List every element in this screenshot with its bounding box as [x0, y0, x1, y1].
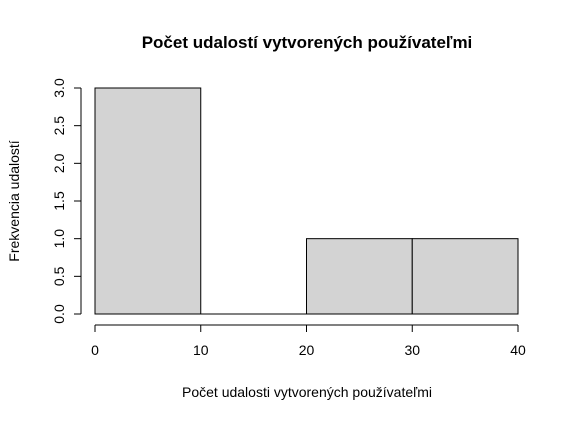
y-axis-label: Frekvencia udalostí	[6, 140, 22, 262]
histogram-bar	[307, 239, 413, 314]
histogram-bar	[95, 88, 201, 314]
y-tick-label: 2.5	[51, 116, 67, 136]
bars-group	[95, 88, 518, 314]
y-axis: 0.0 0.5 1.0 1.5 2.0 2.5 3.0	[51, 78, 81, 324]
y-tick-label: 1.0	[51, 229, 67, 249]
chart-title: Počet udalostí vytvorených používateľmi	[142, 33, 473, 52]
x-tick-label: 10	[193, 342, 209, 358]
y-tick-label: 3.0	[51, 78, 67, 98]
x-tick-label: 0	[91, 342, 99, 358]
y-tick-label: 0.5	[51, 266, 67, 286]
histogram-bar	[412, 239, 518, 314]
y-tick-label: 1.5	[51, 191, 67, 211]
y-tick-label: 2.0	[51, 153, 67, 173]
x-tick-label: 20	[299, 342, 315, 358]
x-tick-label: 30	[404, 342, 420, 358]
x-axis-label: Počet udalosti vytvorených používateľmi	[182, 384, 432, 400]
x-axis: 0 10 20 30 40	[91, 325, 526, 358]
y-tick-label: 0.0	[51, 304, 67, 324]
x-tick-label: 40	[510, 342, 526, 358]
